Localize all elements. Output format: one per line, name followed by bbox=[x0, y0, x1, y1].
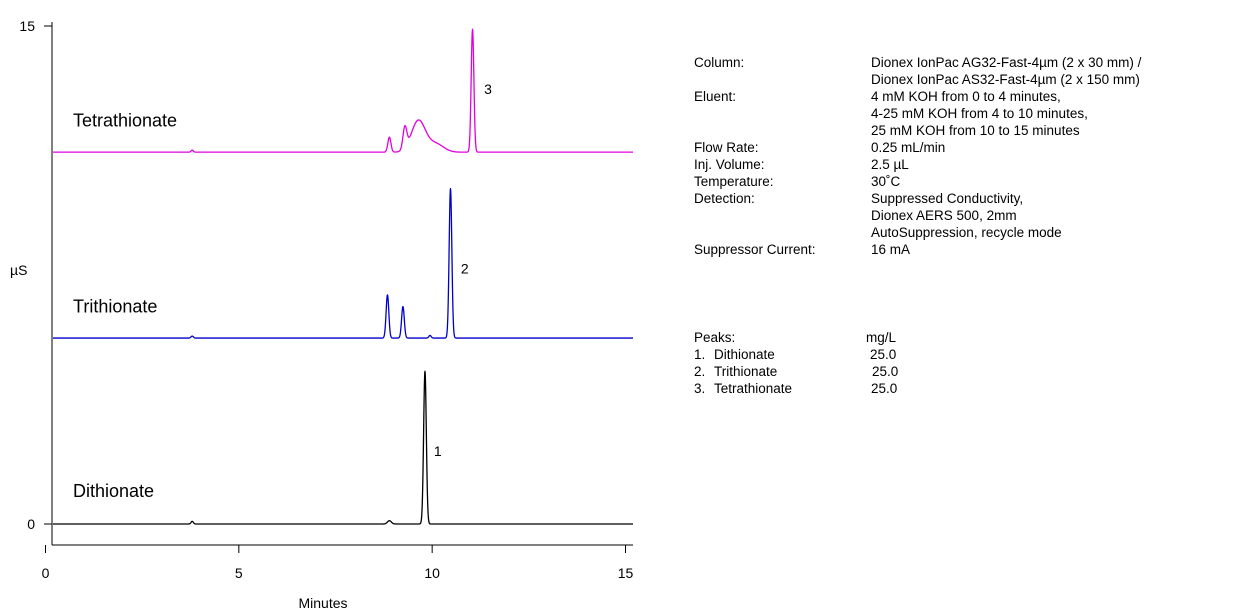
trace-label-trithionate: Trithionate bbox=[73, 297, 157, 317]
condition-label: Inj. Volume: bbox=[694, 157, 765, 172]
peaks-header: Peaks: bbox=[694, 330, 736, 345]
condition-value: Dionex IonPac AG32-Fast-4µm (2 x 30 mm) … bbox=[871, 55, 1142, 70]
trace-tetrathionate bbox=[52, 28, 634, 153]
x-tick-label-0: 0 bbox=[42, 565, 50, 581]
trace-label-dithionate: Dithionate bbox=[73, 481, 154, 501]
condition-label: Suppressor Current: bbox=[694, 242, 816, 257]
condition-value: AutoSuppression, recycle mode bbox=[871, 225, 1062, 240]
condition-value: Dionex IonPac AS32-Fast-4µm (2 x 150 mm) bbox=[871, 72, 1140, 87]
condition-label: Detection: bbox=[694, 191, 755, 206]
condition-label: Eluent: bbox=[694, 89, 737, 104]
y-tick-label-15: 15 bbox=[19, 18, 35, 34]
x-tick-label-15: 15 bbox=[618, 565, 634, 581]
condition-label: Temperature: bbox=[694, 174, 774, 189]
peak-row-name: Dithionate bbox=[714, 347, 775, 362]
conditions-panel: Column: Dionex IonPac AG32-Fast-4µm (2 x … bbox=[694, 54, 1234, 314]
trace-dithionate bbox=[52, 370, 634, 525]
chromatogram-chart: 0 5 10 15 0 15 Minutes µS Dithionate Trithionate T… bbox=[10, 18, 634, 611]
y-tick-label-0: 0 bbox=[27, 516, 35, 532]
peaks-table: Peaks: mg/L 1. Dithionate 25.0 2. Trithionat… bbox=[694, 329, 954, 409]
peaks-unit-header: mg/L bbox=[866, 330, 897, 345]
condition-label: Flow Rate: bbox=[694, 140, 759, 155]
x-tick-label-10: 10 bbox=[424, 565, 440, 581]
peak-label-1: 1 bbox=[434, 443, 442, 459]
peak-row-num: 3. bbox=[694, 381, 706, 396]
peak-row-amount: 25.0 bbox=[870, 347, 897, 362]
condition-value: 4 mM KOH from 0 to 4 minutes, bbox=[871, 89, 1061, 104]
peak-row-num: 2. bbox=[694, 364, 706, 379]
trace-label-tetrathionate: Tetrathionate bbox=[73, 111, 177, 131]
condition-label: Column: bbox=[694, 55, 745, 70]
peak-row-amount: 25.0 bbox=[872, 364, 899, 379]
condition-value: Suppressed Conductivity, bbox=[871, 191, 1024, 206]
peak-label-3: 3 bbox=[484, 81, 492, 97]
x-axis-title: Minutes bbox=[298, 595, 347, 611]
condition-value: 2.5 µL bbox=[871, 157, 909, 172]
peak-row-name: Tetrathionate bbox=[714, 381, 793, 396]
condition-value: 25 mM KOH from 10 to 15 minutes bbox=[871, 123, 1080, 138]
peak-row-amount: 25.0 bbox=[871, 381, 898, 396]
condition-value: Dionex AERS 500, 2mm bbox=[871, 208, 1017, 223]
peak-row-name: Trithionate bbox=[714, 364, 778, 379]
y-axis-title: µS bbox=[10, 262, 27, 278]
condition-value: 16 mA bbox=[871, 242, 911, 257]
peak-row-num: 1. bbox=[694, 347, 706, 362]
peak-label-2: 2 bbox=[461, 260, 469, 276]
trace-trithionate bbox=[52, 188, 634, 339]
x-tick-label-5: 5 bbox=[235, 565, 243, 581]
condition-value: 30˚C bbox=[871, 174, 901, 189]
condition-value: 0.25 mL/min bbox=[871, 140, 946, 155]
condition-value: 4-25 mM KOH from 4 to 10 minutes, bbox=[871, 106, 1088, 121]
